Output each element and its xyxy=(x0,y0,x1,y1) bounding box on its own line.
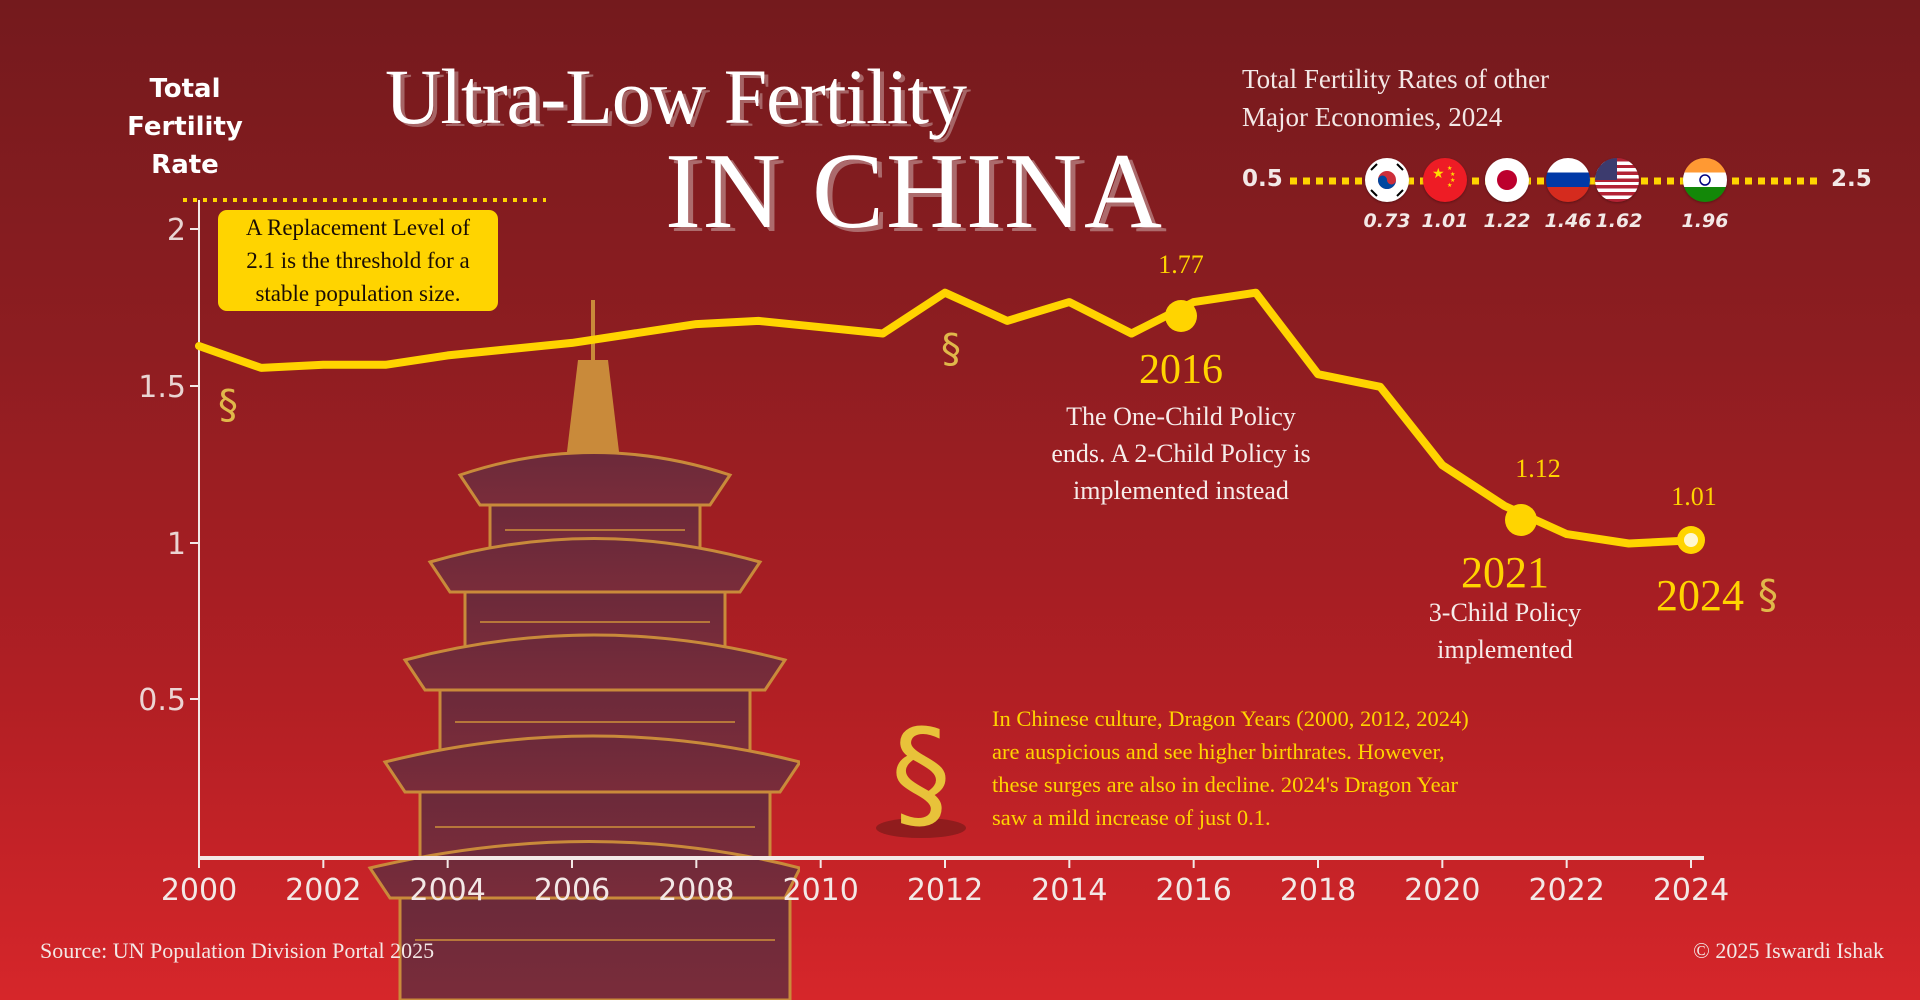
annotation-line: ends. A 2-Child Policy is xyxy=(1051,439,1311,468)
title-line-2: IN CHINA xyxy=(665,132,1164,251)
y-axis-title-line: Total xyxy=(149,74,221,104)
annotation-2016: The One-Child Policy ends. A 2-Child Pol… xyxy=(1011,398,1351,509)
svg-text:★: ★ xyxy=(1450,177,1455,184)
annotation-2021: 3-Child Policy implemented xyxy=(1405,594,1605,668)
svg-text:2018: 2018 xyxy=(1280,873,1356,908)
value-china: 1.01 xyxy=(1421,210,1469,232)
comparison-scale-min: 0.5 xyxy=(1242,166,1283,192)
y-axis-ticks: 2 1.5 1 0.5 xyxy=(138,213,186,718)
svg-text:1.5: 1.5 xyxy=(138,370,186,405)
svg-text:2016: 2016 xyxy=(1155,873,1231,908)
y-axis-title-line: Rate xyxy=(151,150,219,180)
svg-text:§: § xyxy=(1758,572,1778,618)
comparison-title-line: Total Fertility Rates of other xyxy=(1242,64,1550,94)
svg-text:2: 2 xyxy=(167,213,186,248)
value-japan: 1.22 xyxy=(1483,210,1531,232)
source-citation: Source: UN Population Division Portal 20… xyxy=(40,938,435,963)
svg-text:1: 1 xyxy=(167,527,186,562)
label-2016-value: 1.77 xyxy=(1158,250,1204,279)
y-axis-title: Total Fertility Rate xyxy=(120,70,250,184)
svg-text:2024: 2024 xyxy=(1653,873,1729,908)
value-south-korea: 0.73 xyxy=(1363,210,1411,232)
svg-text:§: § xyxy=(218,382,238,428)
x-axis-ticks: 2000 2002 2004 2006 2008 2010 2012 2014 2016 2018… xyxy=(161,858,1729,908)
svg-text:★: ★ xyxy=(1447,165,1452,172)
comparison-title: Total Fertility Rates of other Major Eco… xyxy=(1242,60,1549,136)
svg-text:2012: 2012 xyxy=(907,873,983,908)
japan-flag-icon xyxy=(1485,158,1529,202)
y-axis-title-line: Fertility xyxy=(127,112,243,142)
value-india: 1.96 xyxy=(1681,210,1729,232)
dragon-year-note: In Chinese culture, Dragon Years (2000, … xyxy=(992,702,1552,834)
author-credit: © 2025 Iswardi Ishak xyxy=(1693,938,1884,963)
svg-text:★: ★ xyxy=(1450,171,1455,178)
svg-text:2022: 2022 xyxy=(1528,873,1604,908)
annotation-line: implemented xyxy=(1437,635,1573,664)
label-2016-year: 2016 xyxy=(1139,347,1223,393)
svg-text:2020: 2020 xyxy=(1404,873,1480,908)
point-2016 xyxy=(1165,300,1197,332)
label-2021-value: 1.12 xyxy=(1515,454,1561,483)
svg-text:2010: 2010 xyxy=(782,873,858,908)
annotation-line: implemented instead xyxy=(1073,476,1289,505)
callout-line: A Replacement Level of xyxy=(245,215,471,240)
value-usa: 1.62 xyxy=(1595,210,1643,232)
note-line: In Chinese culture, Dragon Years (2000, … xyxy=(992,706,1469,731)
note-line: these surges are also in decline. 2024's… xyxy=(992,772,1459,797)
dragon-illustration-icon: § xyxy=(866,700,976,844)
tfr-line xyxy=(195,288,1695,548)
svg-text:2014: 2014 xyxy=(1031,873,1107,908)
south-korea-flag-icon xyxy=(1365,158,1409,202)
russia-flag-icon xyxy=(1546,158,1590,202)
annotation-line: 3-Child Policy xyxy=(1428,598,1582,627)
china-flag-icon: ★ ★ ★ ★ ★ xyxy=(1423,158,1467,202)
usa-flag-icon xyxy=(1595,158,1639,202)
note-line: saw a mild increase of just 0.1. xyxy=(992,805,1271,830)
value-russia: 1.46 xyxy=(1544,210,1592,232)
label-2024-year: 2024 xyxy=(1656,571,1744,620)
dragon-marker-icon: § § § xyxy=(218,326,1778,618)
annotation-line: The One-Child Policy xyxy=(1066,402,1296,431)
replacement-level-callout: A Replacement Level of 2.1 is the thresh… xyxy=(218,210,498,311)
point-2021 xyxy=(1505,504,1537,536)
comparison-scale-max: 2.5 xyxy=(1831,166,1872,192)
svg-text:2000: 2000 xyxy=(161,873,237,908)
svg-text:§: § xyxy=(941,326,961,372)
svg-text:0.5: 0.5 xyxy=(138,683,186,718)
svg-text:2008: 2008 xyxy=(658,873,734,908)
label-2021-year: 2021 xyxy=(1461,548,1549,597)
comparison-title-line: Major Economies, 2024 xyxy=(1242,102,1503,132)
pagoda-image xyxy=(367,300,800,1000)
label-2024-value: 1.01 xyxy=(1671,482,1717,511)
svg-text:★: ★ xyxy=(1432,166,1445,182)
note-line: are auspicious and see higher birthrates… xyxy=(992,739,1445,764)
title-line-1: Ultra-Low Fertility xyxy=(385,53,967,140)
callout-line: 2.1 is the threshold for a xyxy=(246,248,470,273)
callout-line: stable population size. xyxy=(255,281,461,306)
svg-text:2004: 2004 xyxy=(409,873,485,908)
svg-text:2006: 2006 xyxy=(534,873,610,908)
svg-text:★: ★ xyxy=(1447,182,1452,189)
india-flag-icon xyxy=(1683,158,1727,202)
svg-text:2002: 2002 xyxy=(285,873,361,908)
svg-text:§: § xyxy=(891,705,951,840)
